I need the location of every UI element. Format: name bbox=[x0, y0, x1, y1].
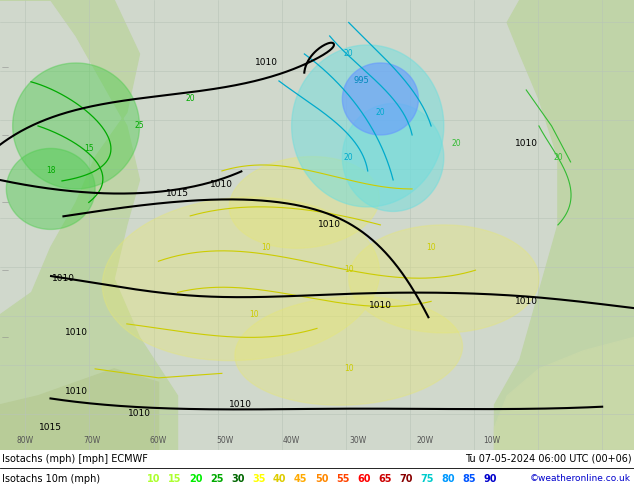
Text: 45: 45 bbox=[294, 474, 307, 484]
Text: 60W: 60W bbox=[150, 436, 167, 445]
Text: 1010: 1010 bbox=[210, 180, 233, 189]
Text: 1010: 1010 bbox=[65, 328, 87, 338]
Text: 18: 18 bbox=[46, 167, 55, 175]
Text: 1010: 1010 bbox=[369, 301, 392, 310]
Text: 65: 65 bbox=[378, 474, 392, 484]
Text: 70W: 70W bbox=[83, 436, 101, 445]
Text: —: — bbox=[1, 267, 8, 273]
Text: 15: 15 bbox=[168, 474, 181, 484]
Text: —: — bbox=[1, 132, 8, 138]
Text: 40W: 40W bbox=[283, 436, 301, 445]
Text: 40: 40 bbox=[273, 474, 287, 484]
Text: 10W: 10W bbox=[482, 436, 500, 445]
Polygon shape bbox=[0, 369, 158, 450]
Text: 20: 20 bbox=[189, 474, 202, 484]
Text: 20: 20 bbox=[344, 153, 354, 162]
Polygon shape bbox=[495, 0, 634, 450]
Polygon shape bbox=[230, 157, 379, 248]
Polygon shape bbox=[342, 103, 444, 211]
Text: 1010: 1010 bbox=[255, 58, 278, 68]
Text: Tu 07-05-2024 06:00 UTC (00+06): Tu 07-05-2024 06:00 UTC (00+06) bbox=[465, 454, 632, 464]
Text: 20: 20 bbox=[451, 140, 462, 148]
Text: 1010: 1010 bbox=[515, 297, 538, 306]
Text: 1015: 1015 bbox=[39, 423, 62, 432]
Text: 30: 30 bbox=[231, 474, 245, 484]
Polygon shape bbox=[6, 148, 95, 229]
Text: 20: 20 bbox=[553, 153, 563, 162]
Text: 85: 85 bbox=[462, 474, 476, 484]
Text: 75: 75 bbox=[420, 474, 434, 484]
Text: 1015: 1015 bbox=[166, 189, 189, 198]
Polygon shape bbox=[13, 63, 139, 189]
Text: —: — bbox=[1, 65, 8, 71]
Text: 10: 10 bbox=[261, 243, 271, 252]
Text: 30W: 30W bbox=[349, 436, 367, 445]
Polygon shape bbox=[292, 45, 444, 207]
Text: 60: 60 bbox=[357, 474, 370, 484]
Text: 10: 10 bbox=[426, 243, 436, 252]
Text: 20: 20 bbox=[375, 108, 385, 117]
Text: 995: 995 bbox=[354, 76, 369, 85]
Polygon shape bbox=[342, 63, 418, 135]
Text: 25: 25 bbox=[210, 474, 224, 484]
Text: 10: 10 bbox=[344, 365, 354, 373]
Text: 55: 55 bbox=[336, 474, 349, 484]
Text: 10: 10 bbox=[249, 310, 259, 319]
Polygon shape bbox=[0, 0, 178, 450]
Text: 80: 80 bbox=[441, 474, 455, 484]
Text: 25: 25 bbox=[134, 122, 145, 130]
Polygon shape bbox=[102, 197, 380, 361]
Text: 10: 10 bbox=[344, 266, 354, 274]
Text: 20: 20 bbox=[185, 95, 195, 103]
Text: 80W: 80W bbox=[16, 436, 34, 445]
Text: 90: 90 bbox=[483, 474, 496, 484]
Text: ©weatheronline.co.uk: ©weatheronline.co.uk bbox=[530, 474, 631, 484]
Text: Isotachs 10m (mph): Isotachs 10m (mph) bbox=[2, 474, 100, 484]
Text: Isotachs (mph) [mph] ECMWF: Isotachs (mph) [mph] ECMWF bbox=[2, 454, 148, 464]
Polygon shape bbox=[349, 225, 539, 333]
Text: 10: 10 bbox=[147, 474, 160, 484]
Text: 50W: 50W bbox=[216, 436, 234, 445]
Text: 1010: 1010 bbox=[230, 400, 252, 409]
Text: 20W: 20W bbox=[416, 436, 434, 445]
Text: 1010: 1010 bbox=[52, 274, 75, 283]
Text: 50: 50 bbox=[315, 474, 328, 484]
Text: 35: 35 bbox=[252, 474, 266, 484]
Text: 70: 70 bbox=[399, 474, 413, 484]
Text: 1010: 1010 bbox=[65, 387, 87, 396]
Polygon shape bbox=[235, 296, 462, 405]
Text: 20: 20 bbox=[344, 49, 354, 58]
Text: 1010: 1010 bbox=[515, 140, 538, 148]
Polygon shape bbox=[495, 337, 634, 450]
Text: 1010: 1010 bbox=[128, 409, 151, 418]
Text: —: — bbox=[1, 334, 8, 341]
Text: —: — bbox=[1, 199, 8, 205]
Text: 1010: 1010 bbox=[318, 220, 341, 229]
Text: 15: 15 bbox=[84, 144, 94, 153]
